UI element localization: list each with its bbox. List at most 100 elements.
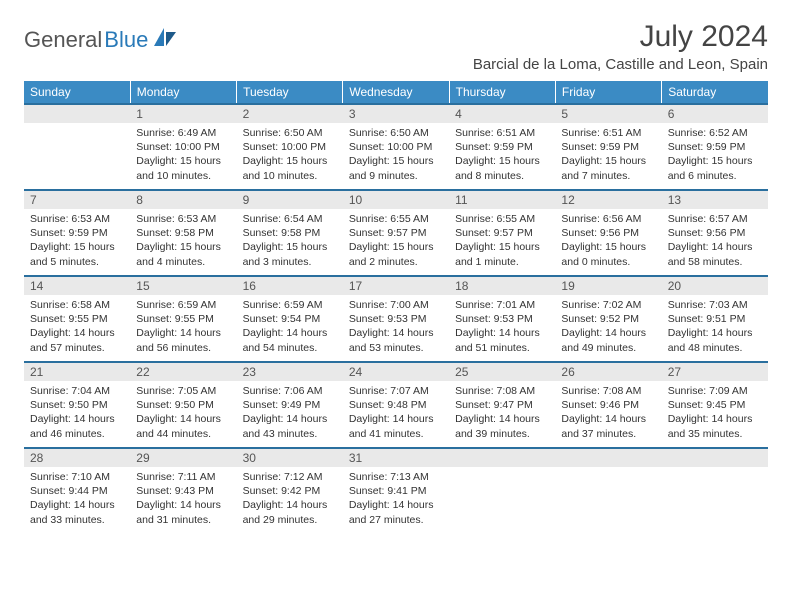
sunrise-line: Sunrise: 6:54 AM [243,212,337,226]
day-data: Sunrise: 6:50 AMSunset: 10:00 PMDaylight… [237,123,343,189]
calendar-cell: 20Sunrise: 7:03 AMSunset: 9:51 PMDayligh… [662,276,768,362]
day-number: 21 [24,363,130,381]
sunset-line: Sunset: 9:50 PM [30,398,124,412]
sunset-line: Sunset: 9:50 PM [136,398,230,412]
weekday-header: Wednesday [343,81,449,104]
empty-day-number [449,449,555,467]
daylight-line: Daylight: 14 hours and 41 minutes. [349,412,443,440]
calendar-table: Sunday Monday Tuesday Wednesday Thursday… [24,81,768,534]
sunset-line: Sunset: 9:54 PM [243,312,337,326]
day-number: 29 [130,449,236,467]
sunrise-line: Sunrise: 7:09 AM [668,384,762,398]
calendar-cell: 11Sunrise: 6:55 AMSunset: 9:57 PMDayligh… [449,190,555,276]
day-number: 28 [24,449,130,467]
sunset-line: Sunset: 9:55 PM [30,312,124,326]
calendar-cell: 13Sunrise: 6:57 AMSunset: 9:56 PMDayligh… [662,190,768,276]
day-number: 30 [237,449,343,467]
weekday-header-row: Sunday Monday Tuesday Wednesday Thursday… [24,81,768,104]
calendar-cell [662,448,768,534]
weekday-header: Sunday [24,81,130,104]
daylight-line: Daylight: 15 hours and 7 minutes. [561,154,655,182]
day-number: 3 [343,105,449,123]
sunset-line: Sunset: 9:56 PM [561,226,655,240]
daylight-line: Daylight: 14 hours and 54 minutes. [243,326,337,354]
day-number: 2 [237,105,343,123]
sunrise-line: Sunrise: 6:55 AM [349,212,443,226]
daylight-line: Daylight: 15 hours and 8 minutes. [455,154,549,182]
calendar-cell: 3Sunrise: 6:50 AMSunset: 10:00 PMDayligh… [343,104,449,190]
calendar-week-row: 7Sunrise: 6:53 AMSunset: 9:59 PMDaylight… [24,190,768,276]
daylight-line: Daylight: 15 hours and 3 minutes. [243,240,337,268]
day-data: Sunrise: 7:03 AMSunset: 9:51 PMDaylight:… [662,295,768,361]
sunset-line: Sunset: 9:59 PM [455,140,549,154]
day-data: Sunrise: 7:04 AMSunset: 9:50 PMDaylight:… [24,381,130,447]
sunrise-line: Sunrise: 7:02 AM [561,298,655,312]
daylight-line: Daylight: 14 hours and 49 minutes. [561,326,655,354]
sunrise-line: Sunrise: 7:08 AM [455,384,549,398]
day-data: Sunrise: 7:02 AMSunset: 9:52 PMDaylight:… [555,295,661,361]
day-data: Sunrise: 7:05 AMSunset: 9:50 PMDaylight:… [130,381,236,447]
sunset-line: Sunset: 10:00 PM [349,140,443,154]
sunset-line: Sunset: 9:59 PM [561,140,655,154]
sunset-line: Sunset: 10:00 PM [243,140,337,154]
weekday-header: Friday [555,81,661,104]
day-data: Sunrise: 6:51 AMSunset: 9:59 PMDaylight:… [555,123,661,189]
weekday-header: Monday [130,81,236,104]
daylight-line: Daylight: 14 hours and 27 minutes. [349,498,443,526]
calendar-cell: 27Sunrise: 7:09 AMSunset: 9:45 PMDayligh… [662,362,768,448]
calendar-week-row: 14Sunrise: 6:58 AMSunset: 9:55 PMDayligh… [24,276,768,362]
header: GeneralBlue July 2024 Barcial de la Loma… [24,20,768,73]
logo-text-blue: Blue [104,27,148,53]
calendar-week-row: 21Sunrise: 7:04 AMSunset: 9:50 PMDayligh… [24,362,768,448]
sunrise-line: Sunrise: 6:50 AM [243,126,337,140]
day-data: Sunrise: 6:54 AMSunset: 9:58 PMDaylight:… [237,209,343,275]
daylight-line: Daylight: 14 hours and 58 minutes. [668,240,762,268]
day-data: Sunrise: 6:50 AMSunset: 10:00 PMDaylight… [343,123,449,189]
sunset-line: Sunset: 9:53 PM [455,312,549,326]
calendar-cell: 17Sunrise: 7:00 AMSunset: 9:53 PMDayligh… [343,276,449,362]
sunset-line: Sunset: 9:59 PM [30,226,124,240]
day-data: Sunrise: 7:13 AMSunset: 9:41 PMDaylight:… [343,467,449,533]
calendar-cell: 18Sunrise: 7:01 AMSunset: 9:53 PMDayligh… [449,276,555,362]
logo-text-general: General [24,27,102,53]
daylight-line: Daylight: 15 hours and 6 minutes. [668,154,762,182]
calendar-cell: 22Sunrise: 7:05 AMSunset: 9:50 PMDayligh… [130,362,236,448]
day-number: 10 [343,191,449,209]
day-data: Sunrise: 6:58 AMSunset: 9:55 PMDaylight:… [24,295,130,361]
day-data: Sunrise: 6:59 AMSunset: 9:55 PMDaylight:… [130,295,236,361]
day-number: 24 [343,363,449,381]
calendar-cell: 1Sunrise: 6:49 AMSunset: 10:00 PMDayligh… [130,104,236,190]
day-number: 16 [237,277,343,295]
logo: GeneralBlue [24,26,178,53]
calendar-cell: 2Sunrise: 6:50 AMSunset: 10:00 PMDayligh… [237,104,343,190]
sunset-line: Sunset: 9:41 PM [349,484,443,498]
day-number: 25 [449,363,555,381]
calendar-cell: 29Sunrise: 7:11 AMSunset: 9:43 PMDayligh… [130,448,236,534]
sunrise-line: Sunrise: 6:57 AM [668,212,762,226]
sunset-line: Sunset: 9:47 PM [455,398,549,412]
day-number: 27 [662,363,768,381]
month-title: July 2024 [473,20,768,54]
sunset-line: Sunset: 9:58 PM [243,226,337,240]
daylight-line: Daylight: 14 hours and 51 minutes. [455,326,549,354]
weekday-header: Saturday [662,81,768,104]
calendar-cell: 10Sunrise: 6:55 AMSunset: 9:57 PMDayligh… [343,190,449,276]
sunrise-line: Sunrise: 6:49 AM [136,126,230,140]
sunrise-line: Sunrise: 7:03 AM [668,298,762,312]
calendar-cell: 7Sunrise: 6:53 AMSunset: 9:59 PMDaylight… [24,190,130,276]
sunset-line: Sunset: 9:57 PM [349,226,443,240]
sunrise-line: Sunrise: 7:06 AM [243,384,337,398]
day-data: Sunrise: 6:59 AMSunset: 9:54 PMDaylight:… [237,295,343,361]
calendar-week-row: 1Sunrise: 6:49 AMSunset: 10:00 PMDayligh… [24,104,768,190]
daylight-line: Daylight: 15 hours and 10 minutes. [243,154,337,182]
empty-day-number [662,449,768,467]
daylight-line: Daylight: 15 hours and 0 minutes. [561,240,655,268]
sunset-line: Sunset: 9:44 PM [30,484,124,498]
calendar-cell: 15Sunrise: 6:59 AMSunset: 9:55 PMDayligh… [130,276,236,362]
day-data: Sunrise: 6:53 AMSunset: 9:58 PMDaylight:… [130,209,236,275]
calendar-cell: 24Sunrise: 7:07 AMSunset: 9:48 PMDayligh… [343,362,449,448]
day-number: 18 [449,277,555,295]
daylight-line: Daylight: 14 hours and 44 minutes. [136,412,230,440]
day-data: Sunrise: 7:00 AMSunset: 9:53 PMDaylight:… [343,295,449,361]
calendar-cell: 8Sunrise: 6:53 AMSunset: 9:58 PMDaylight… [130,190,236,276]
